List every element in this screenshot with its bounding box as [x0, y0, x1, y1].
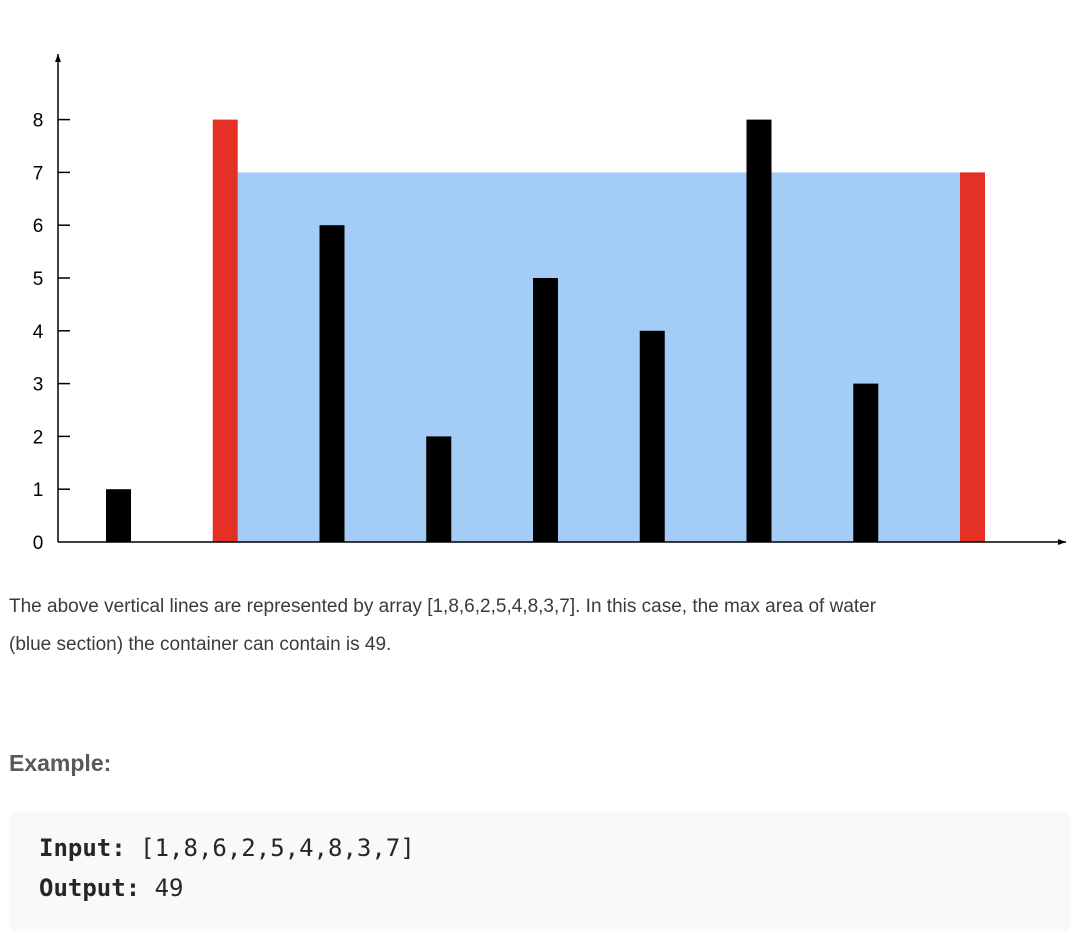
y-tick-label: 8 [33, 111, 44, 132]
y-tick-label: 6 [33, 216, 44, 237]
example-input-line: Input: [1,8,6,2,5,4,8,3,7] [39, 834, 415, 862]
water-area [237, 172, 960, 542]
y-axis-arrow [55, 54, 61, 62]
example-output-line: Output: 49 [39, 874, 184, 902]
y-tick-label: 0 [33, 533, 44, 554]
bar-chart-svg: 0 1 2 3 4 5 6 7 8 [33, 54, 1066, 554]
output-value: 49 [140, 874, 184, 902]
example-code-block: Input: [1,8,6,2,5,4,8,3,7] Output: 49 [9, 812, 1071, 931]
example-heading: Example: [9, 750, 112, 776]
caption-line-1: The above vertical lines are represented… [9, 596, 877, 617]
output-label: Output: [39, 874, 141, 902]
y-tick-label: 4 [33, 322, 44, 343]
y-tick-label: 3 [33, 375, 44, 396]
bar [853, 383, 879, 542]
input-label: Input: [39, 834, 126, 862]
bar [426, 436, 452, 542]
bar [533, 278, 558, 542]
bar [106, 489, 131, 542]
y-tick-label: 7 [33, 163, 44, 184]
bar-container-wall [212, 119, 238, 542]
chart-caption: The above vertical lines are represented… [9, 588, 1084, 664]
input-value: [1,8,6,2,5,4,8,3,7] [125, 834, 415, 862]
y-tick-label: 2 [33, 427, 44, 448]
y-tick-label: 1 [33, 480, 44, 501]
caption-line-2: (blue section) the container can contain… [9, 634, 392, 655]
x-axis-arrow [1058, 539, 1066, 545]
y-tick-label: 5 [33, 269, 44, 290]
bar [639, 330, 665, 542]
container-chart: 0 1 2 3 4 5 6 7 8 [33, 54, 1066, 554]
bar [319, 225, 345, 542]
bar [746, 119, 772, 542]
bar-container-wall [960, 172, 985, 542]
